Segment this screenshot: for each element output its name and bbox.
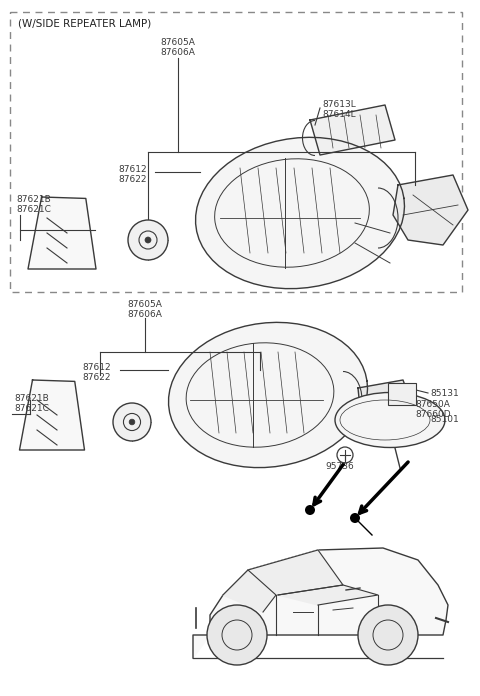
Polygon shape [358, 380, 416, 443]
Text: 87612
87622: 87612 87622 [118, 165, 146, 184]
Bar [10, 12, 462, 292]
Text: 95736: 95736 [325, 462, 354, 471]
Circle shape [129, 419, 135, 425]
Circle shape [113, 403, 151, 441]
Polygon shape [196, 137, 405, 289]
Text: 87650A
87660D: 87650A 87660D [415, 400, 451, 420]
Polygon shape [223, 570, 276, 612]
Circle shape [358, 605, 418, 665]
Text: 87621B
87621C: 87621B 87621C [14, 394, 49, 413]
Text: (W/SIDE REPEATER LAMP): (W/SIDE REPEATER LAMP) [18, 18, 151, 28]
Text: 87621B
87621C: 87621B 87621C [16, 195, 51, 214]
Circle shape [350, 513, 360, 523]
Text: 87612
87622: 87612 87622 [82, 363, 110, 382]
Polygon shape [28, 197, 96, 269]
Polygon shape [20, 380, 84, 450]
Polygon shape [393, 175, 468, 245]
Ellipse shape [335, 393, 445, 448]
Text: 87605A
87606A: 87605A 87606A [161, 38, 195, 57]
Text: 85101: 85101 [430, 416, 459, 425]
Text: 87605A
87606A: 87605A 87606A [128, 300, 162, 319]
Polygon shape [193, 548, 448, 658]
Circle shape [128, 220, 168, 260]
Polygon shape [310, 105, 395, 155]
Text: 87613L
87614L: 87613L 87614L [322, 100, 356, 120]
Bar [388, 383, 416, 405]
Text: 85131: 85131 [430, 388, 459, 397]
Polygon shape [278, 585, 378, 605]
Circle shape [305, 505, 315, 515]
Circle shape [145, 237, 151, 243]
Circle shape [207, 605, 267, 665]
Polygon shape [168, 322, 368, 468]
Polygon shape [248, 550, 343, 595]
